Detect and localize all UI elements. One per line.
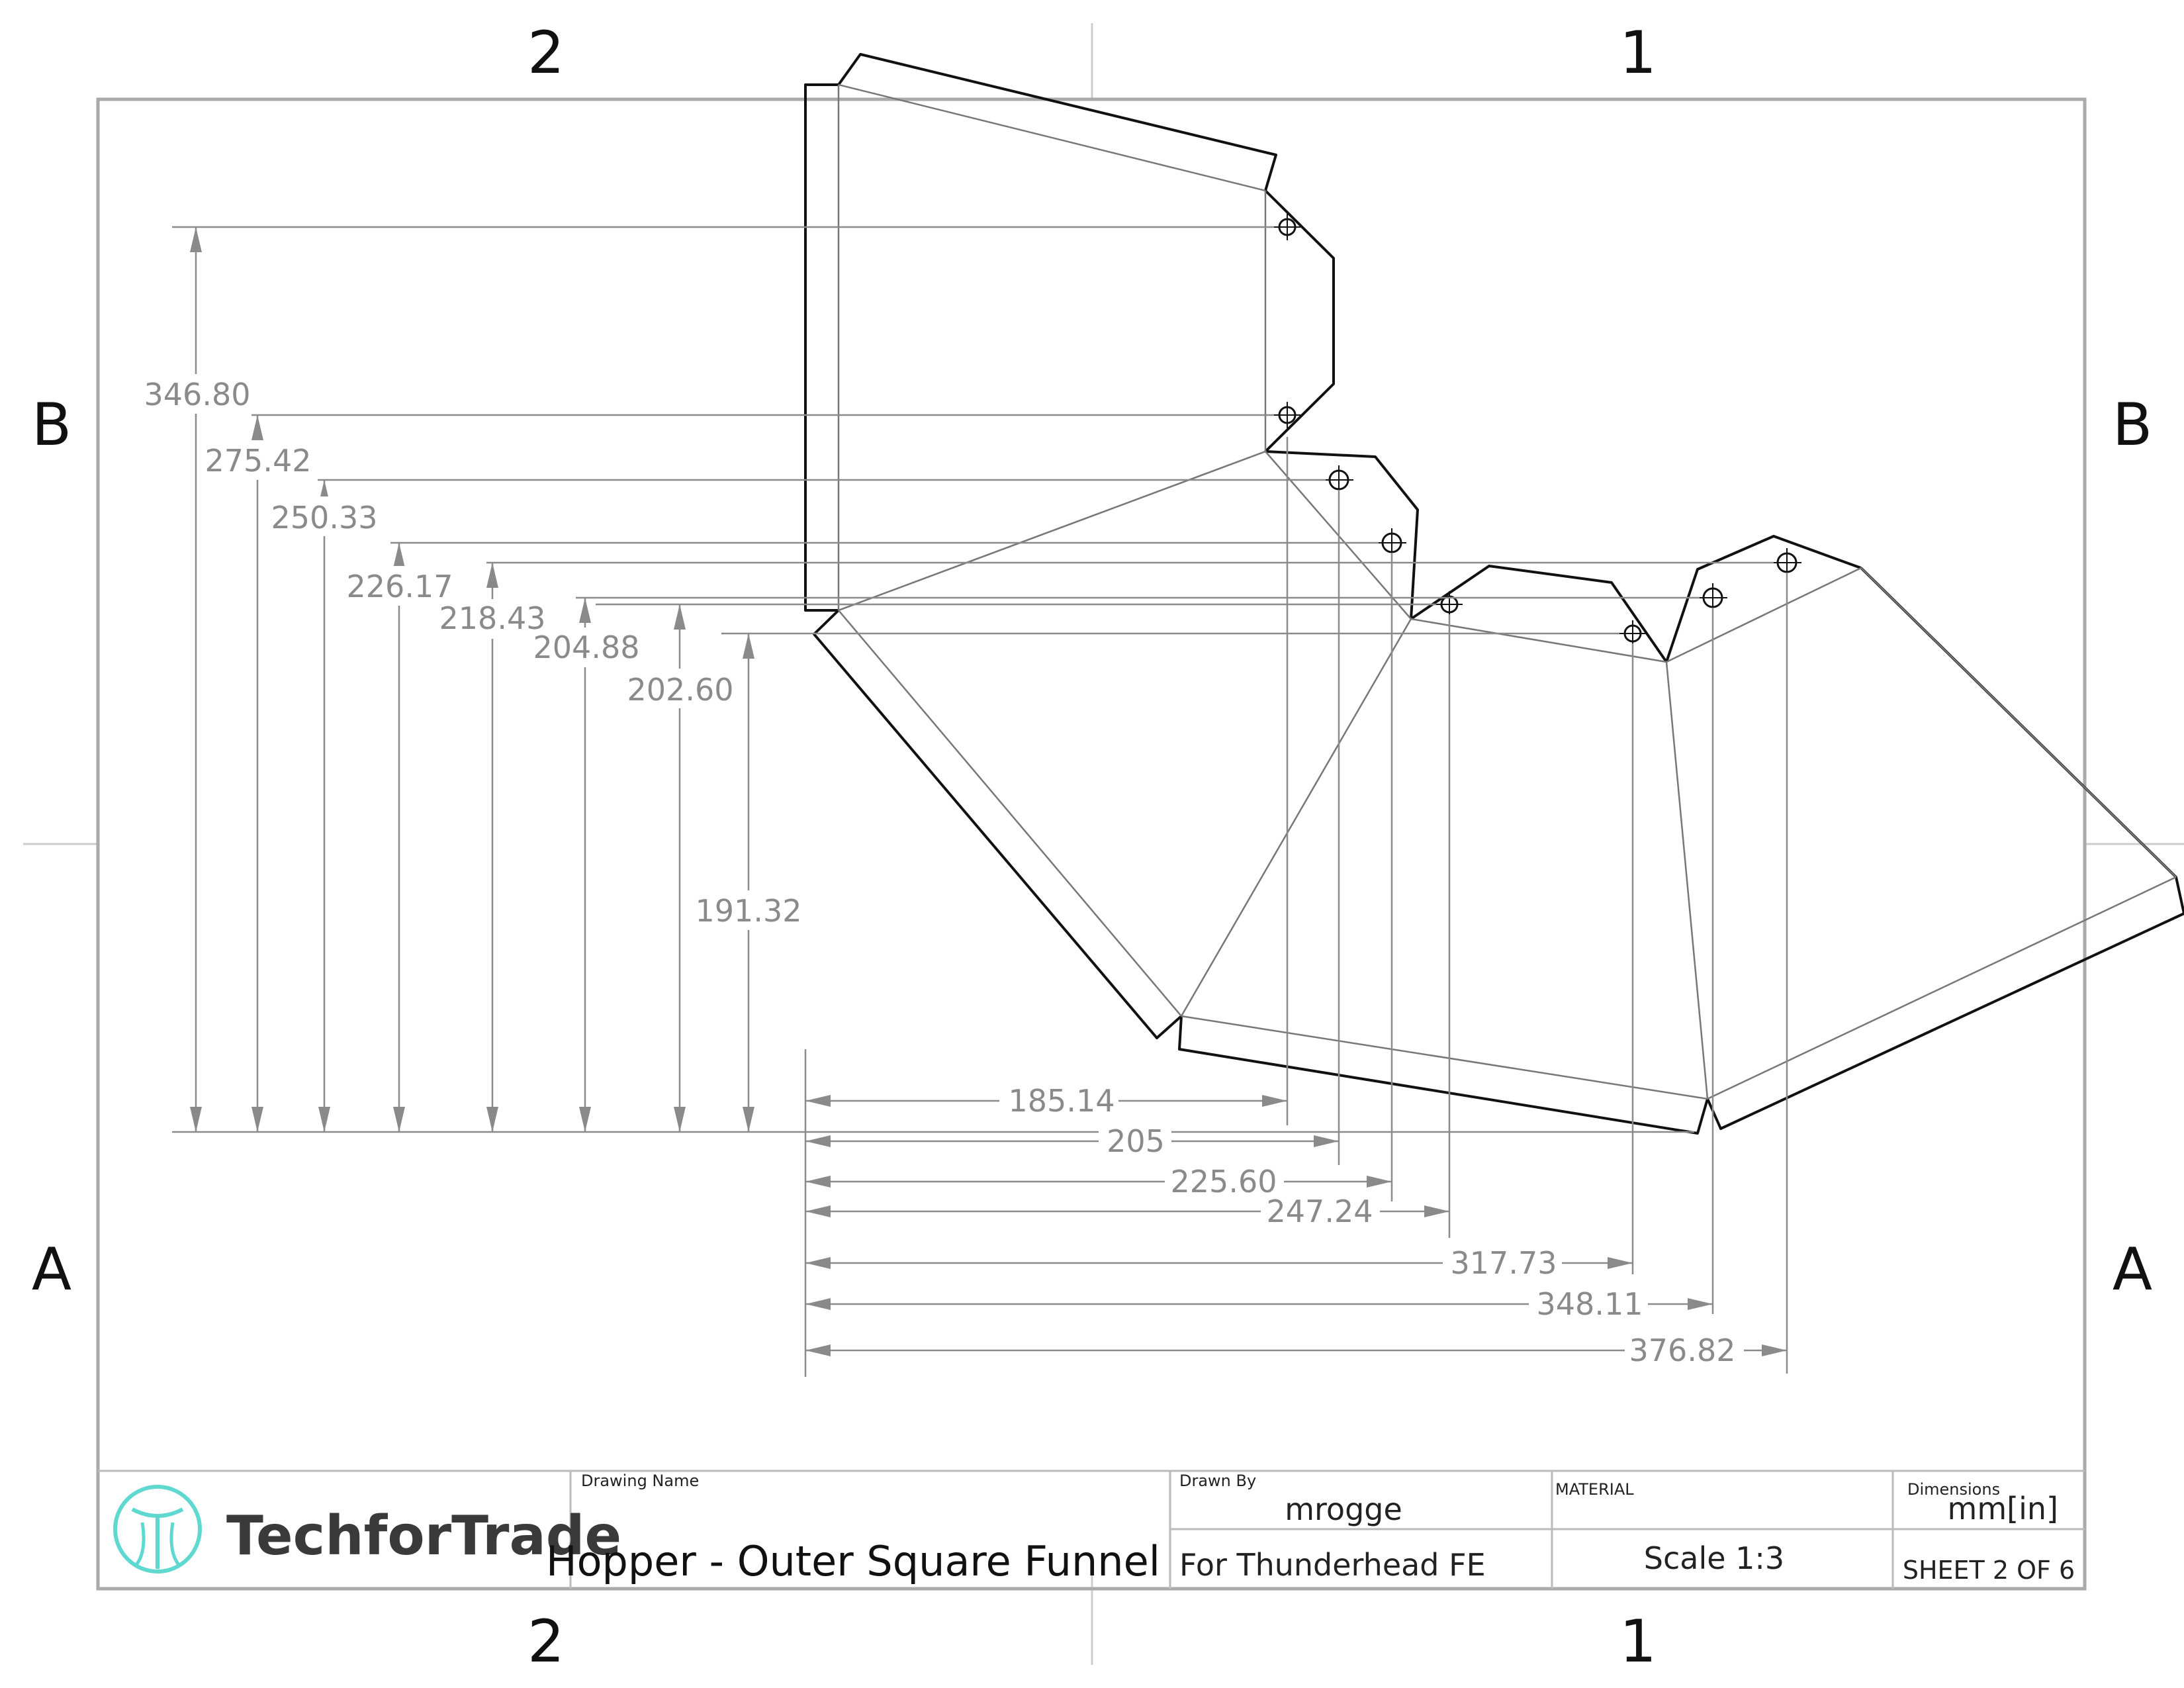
- vertical-dimensions: [146, 226, 1774, 1133]
- drawing-name-label: Drawing Name: [581, 1472, 699, 1490]
- dim-218-43: 218.43: [439, 600, 546, 636]
- mounting-holes: [1274, 214, 1801, 647]
- dim-225-60: 225.60: [1171, 1164, 1277, 1199]
- hole-4: [1377, 528, 1406, 557]
- zone-label-top-1: 1: [1619, 19, 1657, 87]
- zone-label-left-b: B: [32, 391, 71, 459]
- dim-376-82: 376.82: [1629, 1333, 1736, 1368]
- zone-label-right-b: B: [2113, 391, 2152, 459]
- title-block: [98, 1470, 2085, 1589]
- units-value: mm[in]: [1948, 1491, 2058, 1526]
- dim-185-14: 185.14: [1009, 1083, 1115, 1119]
- drawing-name: Hopper - Outer Square Funnel: [546, 1537, 1160, 1585]
- dim-204-88: 204.88: [533, 630, 640, 665]
- drawn-by-value: mrogge: [1285, 1491, 1402, 1527]
- dim-346-80: 346.80: [144, 377, 251, 412]
- zone-label-right-a: A: [2113, 1235, 2152, 1303]
- techfortrade-logo-icon: [113, 1485, 202, 1573]
- sheet-border: [96, 97, 2087, 1591]
- material-label: MATERIAL: [1555, 1480, 1634, 1499]
- hole-6: [1619, 620, 1646, 647]
- sheet-number: SHEET 2 OF 6: [1903, 1556, 2075, 1585]
- hole-3: [1324, 465, 1353, 494]
- zone-label-top-2: 2: [527, 19, 565, 87]
- project-note: For Thunderhead FE: [1179, 1547, 1486, 1583]
- dim-348-11: 348.11: [1537, 1286, 1643, 1322]
- dim-226-17: 226.17: [347, 569, 453, 604]
- dim-202-60: 202.60: [627, 672, 734, 708]
- scale-value: Scale 1:3: [1644, 1540, 1784, 1576]
- zone-label-left-a: A: [32, 1235, 71, 1303]
- zone-label-bottom-2: 2: [527, 1607, 565, 1675]
- bend-lines: [837, 83, 2177, 1100]
- dim-275-42: 275.42: [205, 443, 312, 479]
- horizontal-dimensions: [804, 437, 1788, 1377]
- dimensions-label: Dimensions: [1907, 1480, 2000, 1499]
- hole-8: [1772, 548, 1801, 577]
- hole-2: [1274, 402, 1300, 428]
- hole-7: [1698, 583, 1727, 612]
- dim-317-73: 317.73: [1451, 1245, 1557, 1281]
- zone-label-bottom-1: 1: [1619, 1607, 1657, 1675]
- dim-247-24: 247.24: [1267, 1194, 1373, 1229]
- dim-250-33: 250.33: [271, 500, 378, 536]
- hole-1: [1274, 214, 1300, 240]
- dim-205: 205: [1107, 1123, 1165, 1159]
- dim-191-32: 191.32: [696, 893, 802, 929]
- hole-5: [1436, 591, 1463, 618]
- flat-pattern-outline: [804, 53, 2184, 1135]
- zone-ticks: [23, 23, 2184, 1665]
- company-logo-text: TechforTrade: [226, 1505, 621, 1568]
- drawn-by-label: Drawn By: [1179, 1472, 1256, 1490]
